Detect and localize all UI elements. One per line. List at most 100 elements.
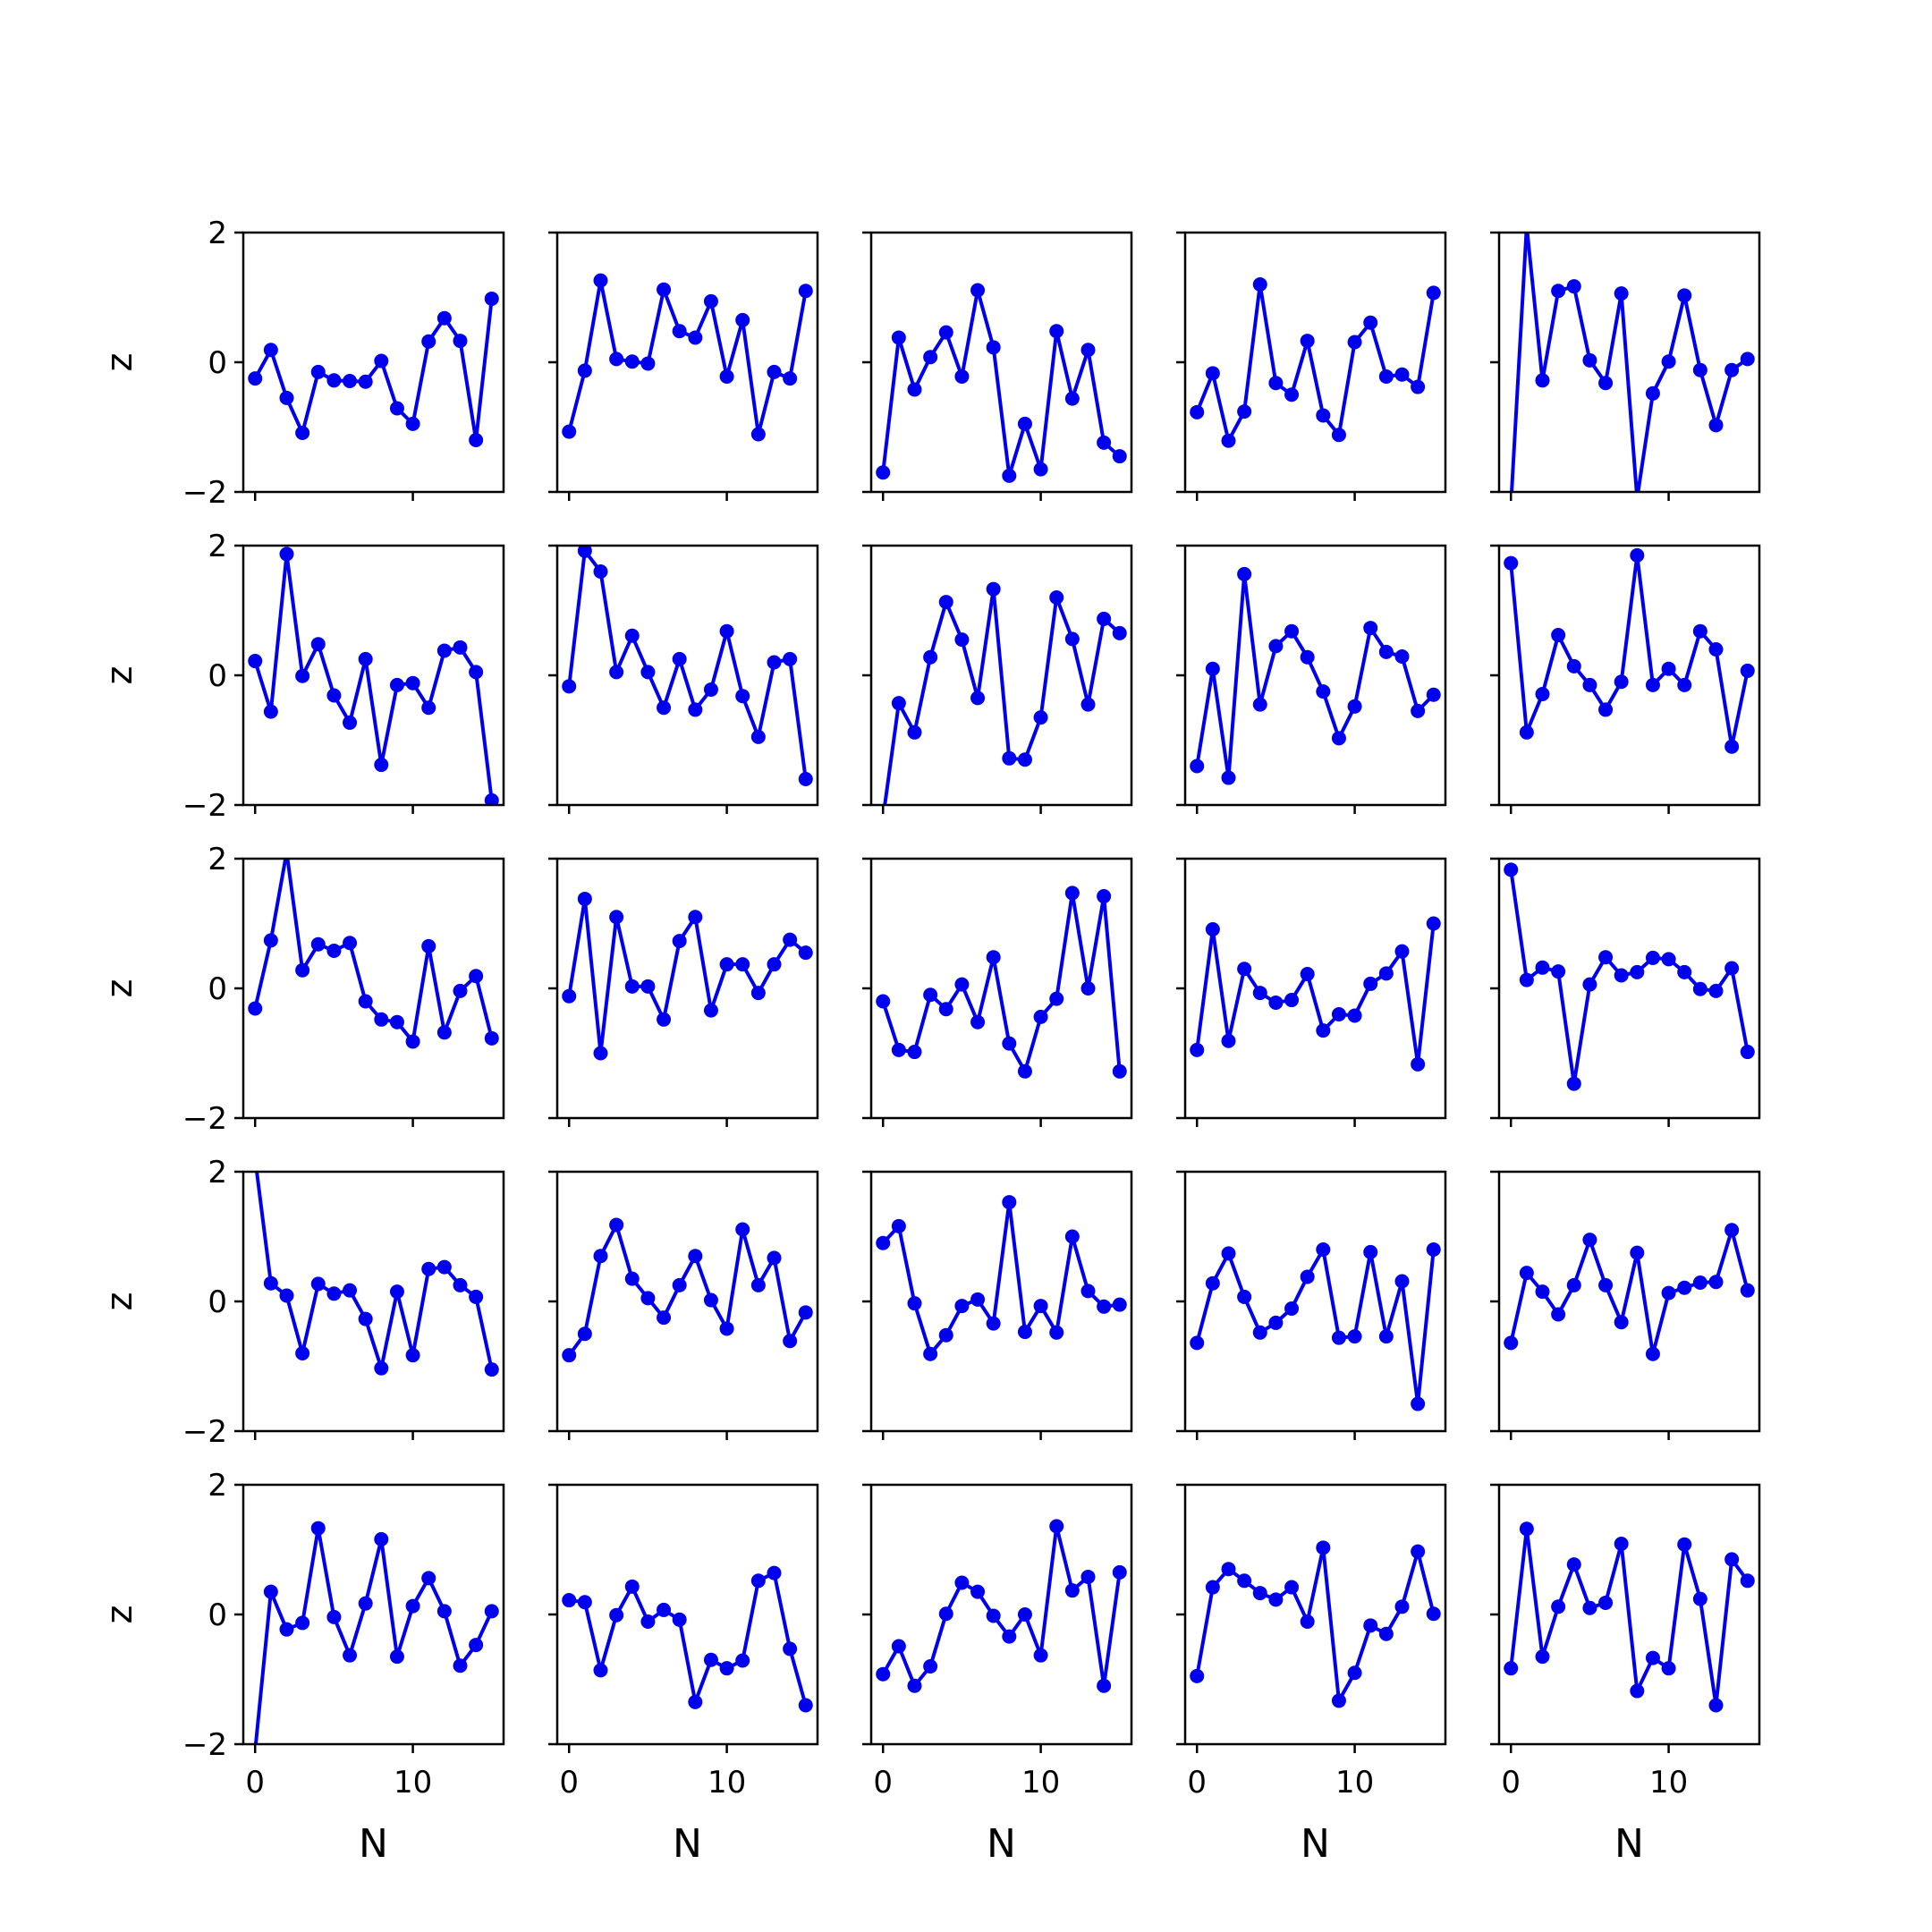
y-tick-label: 2 [208, 842, 227, 877]
data-point [1316, 1540, 1331, 1555]
data-point [1190, 404, 1205, 419]
data-point [1363, 315, 1378, 330]
panel-r3-c5 [1490, 857, 1761, 1127]
axes-frame [1183, 1483, 1447, 1746]
data-point [469, 1638, 484, 1653]
data-point [609, 1607, 624, 1623]
data-point [1017, 1325, 1032, 1340]
data-point [248, 654, 263, 669]
data-point [1363, 1244, 1378, 1259]
data-point [469, 665, 484, 680]
axes-frame [869, 231, 1133, 494]
panel-r3-c2 [548, 857, 819, 1127]
series-line [568, 1571, 808, 1707]
data-point [1049, 1325, 1064, 1340]
data-point [1002, 750, 1017, 766]
data-point [1097, 435, 1112, 450]
data-point [624, 354, 640, 369]
data-point [1519, 1266, 1534, 1281]
data-point [1645, 1346, 1660, 1361]
panel-r4-c3 [862, 1170, 1133, 1440]
data-point [1677, 677, 1692, 692]
data-point [1426, 1242, 1441, 1257]
data-point [374, 353, 389, 369]
data-point [1002, 468, 1017, 483]
data-point [1411, 1056, 1426, 1072]
data-point [1097, 611, 1112, 626]
x-tick-label: 0 [559, 1765, 579, 1801]
data-point [1630, 547, 1645, 563]
data-point [343, 1648, 358, 1663]
data-point [1221, 1246, 1236, 1261]
data-point [389, 1014, 404, 1030]
data-point [374, 1531, 389, 1546]
panel-r2-c4 [1176, 544, 1447, 814]
data-point [1426, 687, 1441, 702]
data-point [876, 994, 891, 1009]
data-point [593, 1663, 608, 1678]
data-point [1221, 1033, 1236, 1048]
data-point [577, 891, 592, 906]
data-point [986, 340, 1001, 355]
data-point [1535, 373, 1550, 388]
data-point [907, 1678, 922, 1693]
data-point [891, 1218, 906, 1233]
data-point [577, 1326, 592, 1342]
data-point [1017, 1063, 1032, 1079]
panel-r2-c3 [862, 544, 1133, 814]
data-point [1566, 1277, 1581, 1292]
data-point [374, 1012, 389, 1027]
data-point [1331, 1693, 1346, 1708]
data-point [891, 1639, 906, 1654]
data-point [1504, 862, 1519, 877]
data-point [343, 1283, 358, 1298]
data-point [1284, 1301, 1300, 1316]
data-point [1614, 968, 1629, 983]
data-point [767, 957, 782, 972]
data-point [1363, 976, 1378, 991]
data-point [279, 1288, 294, 1303]
data-point [938, 325, 953, 340]
data-point [923, 350, 938, 365]
data-point [1064, 1583, 1080, 1598]
panel-r1-c2 [548, 231, 819, 501]
series-line [253, 859, 494, 1044]
data-point [562, 424, 577, 439]
data-point [719, 1661, 734, 1676]
series-line [567, 278, 808, 436]
data-point [1661, 952, 1676, 967]
data-point [1630, 1245, 1645, 1260]
data-point [326, 373, 342, 388]
data-point [750, 986, 766, 1001]
data-point [923, 1346, 938, 1361]
data-point [1064, 1229, 1080, 1244]
y-axis-label: z [99, 1292, 140, 1311]
data-point [358, 994, 373, 1009]
data-point [1033, 1299, 1048, 1314]
series [562, 273, 813, 442]
panel-r2-c1: −2 0 2 z [99, 529, 505, 824]
y-tick-label: −2 [182, 788, 227, 824]
data-point [1614, 1536, 1629, 1551]
data-point [295, 668, 310, 683]
data-point [248, 1001, 263, 1016]
data-point [326, 1286, 342, 1301]
data-point [1268, 376, 1284, 391]
data-point [1097, 1678, 1112, 1693]
data-point [469, 433, 484, 447]
series [1504, 1521, 1755, 1713]
data-point [1252, 277, 1267, 292]
data-point [798, 772, 813, 786]
data-point [1692, 1275, 1707, 1290]
data-point [1190, 1668, 1205, 1683]
data-point [719, 1321, 734, 1336]
data-point [1300, 967, 1315, 982]
data-point [735, 957, 750, 972]
data-point [1598, 702, 1614, 717]
data-point [1504, 555, 1519, 571]
data-point [703, 1292, 718, 1308]
data-point [986, 1608, 1001, 1623]
data-point [1740, 1045, 1755, 1060]
series [562, 546, 813, 786]
